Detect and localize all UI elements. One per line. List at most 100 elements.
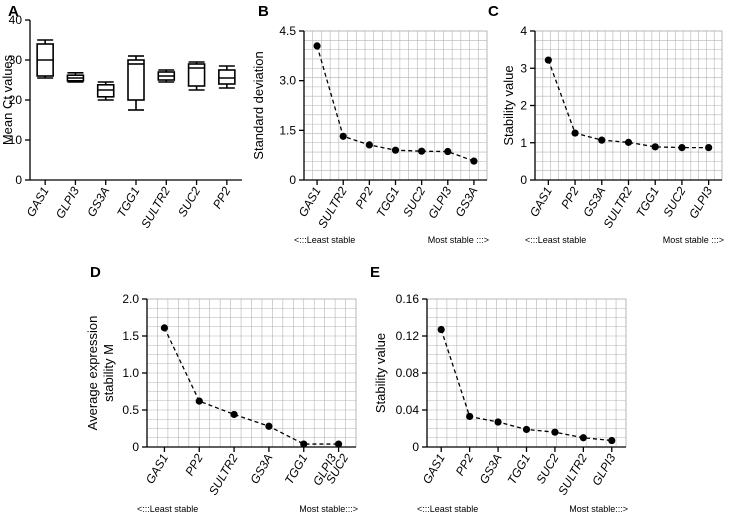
x-category-label: GS3A <box>247 452 275 487</box>
y-axis-title: Standard deviation <box>251 51 266 159</box>
most-stable-note: Most stable:::> <box>299 504 358 514</box>
data-point-pp2 <box>466 412 474 421</box>
y-tick-label: 20 <box>9 93 23 107</box>
box-iqr <box>187 63 206 87</box>
data-point-suc2 <box>418 147 426 155</box>
x-category-label: PP2 <box>352 184 376 211</box>
chart-panel-a: A 0 10 20 30 40 Mean Ct values GAS1 GLPI3 GS3A TGG… <box>0 3 242 231</box>
data-point-suc2 <box>678 143 686 152</box>
data-point-gs3a <box>598 136 606 144</box>
y-tick-label: 1 <box>520 136 527 150</box>
data-point-gas1 <box>544 56 552 64</box>
x-category-label: TGG1 <box>505 452 533 487</box>
x-category-label: TGG1 <box>282 452 310 487</box>
box-iqr <box>96 84 115 98</box>
box-iqr <box>127 59 145 101</box>
x-category-label: TGG1 <box>114 185 142 220</box>
box-plot-tgg1 <box>127 55 145 111</box>
panel-label: B <box>258 3 269 20</box>
data-point-tgg1 <box>300 440 308 448</box>
x-category-label: SUC2 <box>533 451 561 486</box>
x-category-label: GAS1 <box>296 185 324 220</box>
x-category-label: SULTR2 <box>206 451 241 497</box>
x-category-label: PP2 <box>558 184 582 211</box>
y-tick-label: 40 <box>9 13 23 27</box>
data-point-tgg1 <box>391 146 400 154</box>
data-point-gas1 <box>437 325 445 334</box>
data-point-suc2 <box>551 428 559 436</box>
y-axis-title: Stability value <box>373 333 388 413</box>
data-point-gs3a <box>265 422 273 430</box>
x-category-label: PP2 <box>182 451 206 478</box>
x-category-label: GS3A <box>580 185 608 220</box>
panel-label: D <box>90 264 101 281</box>
x-category-label: GLPI3 <box>53 184 82 221</box>
y-tick-label: 0 <box>132 440 139 454</box>
y-tick-label: 0 <box>412 440 419 454</box>
data-point-sultr2 <box>339 132 347 140</box>
x-category-label: GAS1 <box>420 452 448 487</box>
x-category-label: GLPI3 <box>589 451 618 488</box>
x-category-label: SUC2 <box>175 184 203 219</box>
least-stable-note: <:::Least stable <box>525 235 586 245</box>
y-tick-label: 0.5 <box>122 403 139 417</box>
data-point-glpi3 <box>608 436 616 445</box>
box-plot-gs3a <box>96 81 115 101</box>
box-plot-glpi3 <box>66 72 85 83</box>
data-point-gs3a <box>470 157 478 165</box>
data-point-tgg1 <box>522 425 531 434</box>
most-stable-note: Most stable:::> <box>569 504 628 514</box>
y-tick-label: 0.16 <box>396 292 420 306</box>
x-category-label: GS3A <box>477 452 505 487</box>
x-category-label: GAS1 <box>24 185 52 220</box>
y-tick-label: 3.0 <box>279 74 296 88</box>
least-stable-note: <:::Least stable <box>417 504 478 514</box>
x-category-label: PP2 <box>453 451 477 478</box>
data-point-gas1 <box>313 42 321 50</box>
box-plot-gas1 <box>36 39 54 79</box>
x-category-label: GLPI3 <box>425 184 454 221</box>
box-plot-sultr2 <box>157 69 176 83</box>
y-tick-label: 0 <box>520 173 527 187</box>
y-axis-title: Average expressionstability M <box>85 316 116 431</box>
x-category-label: TGG1 <box>374 185 402 220</box>
most-stable-note: Most stable :::> <box>428 235 489 245</box>
data-point-gs3a <box>494 418 502 426</box>
panel-label: C <box>488 3 499 20</box>
y-tick-label: 10 <box>9 133 23 147</box>
y-tick-label: 30 <box>9 53 23 67</box>
x-category-label: GAS1 <box>527 185 555 220</box>
data-point-pp2 <box>365 141 373 149</box>
box-plot-pp2 <box>218 65 236 89</box>
data-point-sultr2 <box>230 410 238 419</box>
x-category-label: PP2 <box>210 184 234 211</box>
data-point-pp2 <box>195 397 203 405</box>
x-category-label: GS3A <box>452 185 480 220</box>
x-category-label: GAS1 <box>143 452 171 487</box>
data-point-glpi3 <box>705 143 713 152</box>
y-tick-label: 3 <box>520 61 527 75</box>
x-category-label: GLPI3 <box>686 184 715 221</box>
least-stable-note: <:::Least stable <box>294 235 355 245</box>
data-point-glpi3 <box>444 147 452 156</box>
y-tick-label: 0 <box>289 173 296 187</box>
y-tick-label: 1.5 <box>122 329 139 343</box>
data-point-sultr2 <box>579 434 587 442</box>
y-axis-title: Stability value <box>501 65 516 145</box>
y-tick-label: 1.0 <box>122 366 139 380</box>
y-axis-title: Mean Ct values <box>0 54 15 145</box>
y-tick-label: 2.0 <box>122 292 139 306</box>
panel-label: E <box>370 264 380 281</box>
y-axis-title-line: Average expression <box>85 316 100 431</box>
x-category-label: TGG1 <box>633 185 661 220</box>
y-axis-title-line: stability M <box>101 344 116 402</box>
x-category-label: SULTR2 <box>138 184 173 230</box>
y-tick-label: 4.5 <box>279 24 296 38</box>
data-point-pp2 <box>571 129 579 137</box>
data-point-sultr2 <box>624 138 633 146</box>
chart-panel-d: D 0 0.5 1.0 1.5 2.0 Average expressionstabilit… <box>85 264 358 514</box>
y-tick-label: 2 <box>520 99 527 113</box>
